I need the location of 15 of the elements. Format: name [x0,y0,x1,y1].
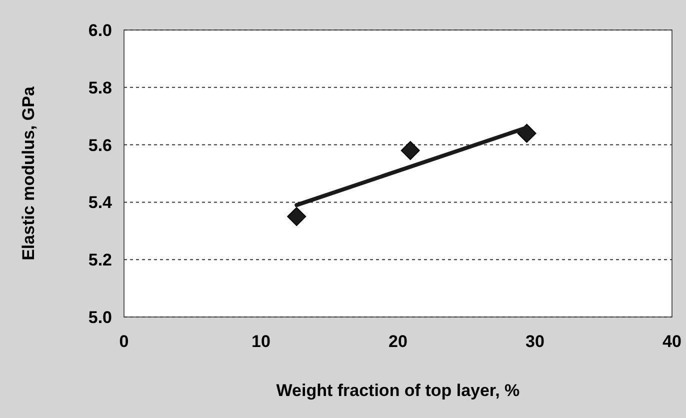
point [287,207,306,226]
x-tick-label: 30 [526,332,544,351]
point [400,141,420,160]
y-axis-title: Elastic modulus, GPa [19,86,38,260]
x-tick-label: 40 [662,332,682,351]
x-tick-label: 10 [252,332,270,351]
x-tick-label: 20 [388,332,408,351]
y-tick-label: 5.6 [88,136,112,155]
y-tick-label: 5.8 [88,78,112,98]
y-tick-label: 5.2 [88,250,112,270]
y-tick-label: 5.0 [88,308,112,327]
y-tick-label: 6.0 [88,20,112,40]
y-tick-label: 5.4 [88,193,113,212]
x-axis-title: Weight fraction of top layer, % [276,381,520,400]
x-tick-label: 0 [119,332,129,351]
